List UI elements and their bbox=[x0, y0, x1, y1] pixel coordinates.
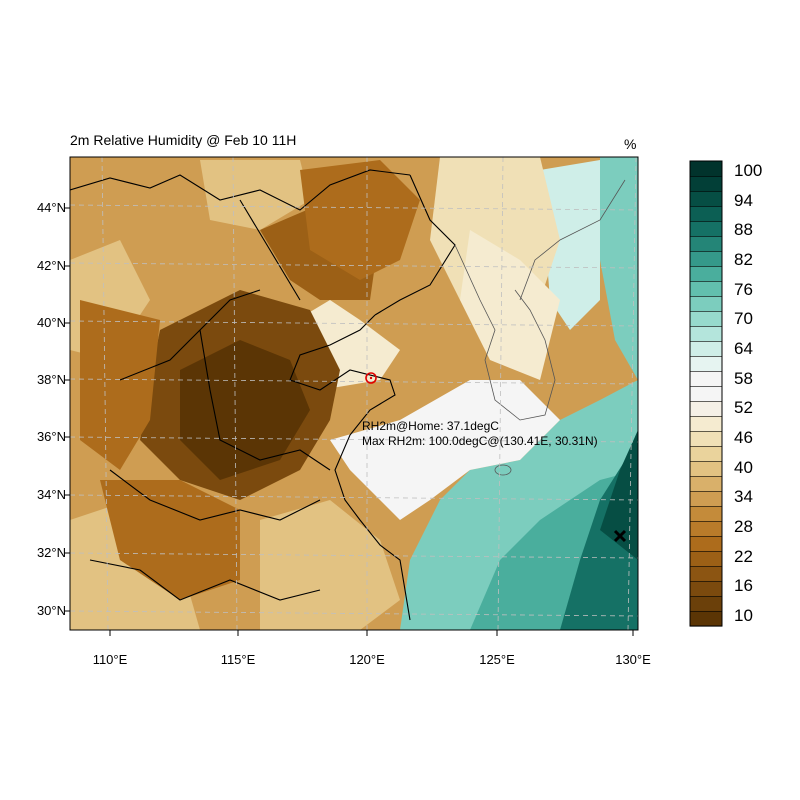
lat-label-44: 44°N bbox=[36, 200, 66, 215]
colorbar-label: 40 bbox=[734, 457, 753, 477]
colorbar-swatch bbox=[689, 235, 723, 252]
colorbar-swatch bbox=[689, 400, 723, 417]
lat-label-30: 30°N bbox=[36, 603, 66, 618]
colorbar-swatch bbox=[689, 445, 723, 462]
lat-label-34: 34°N bbox=[36, 487, 66, 502]
colorbar-label: 52 bbox=[734, 398, 753, 418]
lat-label-40: 40°N bbox=[36, 315, 66, 330]
home-marker bbox=[365, 372, 377, 384]
colorbar-label: 10 bbox=[734, 606, 753, 625]
colorbar-swatch bbox=[689, 175, 723, 192]
colorbar-swatch bbox=[689, 295, 723, 312]
colorbar-swatch bbox=[689, 265, 723, 282]
colorbar-swatch bbox=[689, 460, 723, 477]
colorbar-swatch bbox=[689, 205, 723, 222]
colorbar-label: 64 bbox=[734, 339, 753, 358]
colorbar-swatch bbox=[689, 505, 723, 522]
map-title: 2m Relative Humidity @ Feb 10 11H bbox=[70, 132, 297, 148]
max-value-note: Max RH2m: 100.0degC@(130.41E, 30.31N) bbox=[362, 434, 598, 448]
colorbar-swatch bbox=[689, 520, 723, 537]
colorbar-swatch bbox=[689, 325, 723, 342]
units-label: % bbox=[624, 136, 637, 152]
home-value-note: RH2m@Home: 37.1degC bbox=[362, 419, 499, 433]
colorbar-swatch bbox=[689, 535, 723, 552]
colorbar-swatch bbox=[689, 475, 723, 492]
lon-label-110: 110°E bbox=[92, 652, 128, 667]
colorbar-label: 82 bbox=[734, 250, 753, 269]
colorbar-label: 100 bbox=[734, 161, 763, 180]
plot-frame bbox=[69, 156, 639, 631]
lat-label-38: 38°N bbox=[36, 372, 66, 387]
lat-label-32: 32°N bbox=[36, 545, 66, 560]
colorbar-swatch bbox=[689, 565, 723, 582]
colorbar-swatch bbox=[689, 415, 723, 432]
colorbar-swatch bbox=[689, 430, 723, 447]
colorbar-label: 22 bbox=[734, 546, 753, 566]
lon-label-120: 120°E bbox=[349, 652, 385, 667]
humidity-field bbox=[70, 157, 638, 630]
colorbar-frame bbox=[689, 160, 723, 627]
colorbar-label: 34 bbox=[734, 487, 753, 507]
lon-label-115: 115°E bbox=[220, 652, 256, 667]
colorbar-swatch bbox=[689, 580, 723, 597]
lon-label-125: 125°E bbox=[479, 652, 515, 667]
colorbar-swatch bbox=[689, 595, 723, 612]
colorbar-label: 16 bbox=[734, 576, 753, 596]
colorbar-label: 94 bbox=[734, 190, 753, 210]
colorbar-label: 46 bbox=[734, 428, 753, 447]
colorbar-label: 58 bbox=[734, 368, 753, 388]
colorbar-swatch bbox=[689, 160, 723, 177]
max-marker bbox=[613, 529, 627, 543]
colorbar-label: 76 bbox=[734, 279, 753, 299]
lat-label-42: 42°N bbox=[36, 258, 66, 273]
colorbar-swatch bbox=[689, 385, 723, 402]
colorbar-swatch bbox=[689, 310, 723, 327]
colorbar-swatch bbox=[689, 610, 723, 627]
colorbar-swatch bbox=[689, 490, 723, 507]
colorbar-swatch bbox=[689, 340, 723, 357]
colorbar-swatch bbox=[689, 220, 723, 237]
colorbar-swatch bbox=[689, 370, 723, 387]
lon-label-130: 130°E bbox=[615, 652, 651, 667]
colorbar-label: 28 bbox=[734, 517, 753, 536]
colorbar-label: 88 bbox=[734, 220, 753, 240]
colorbar bbox=[689, 160, 723, 627]
colorbar-swatch bbox=[689, 280, 723, 297]
lat-label-36: 36°N bbox=[36, 429, 66, 444]
colorbar-swatch bbox=[689, 190, 723, 207]
colorbar-label: 70 bbox=[734, 309, 753, 329]
colorbar-swatch bbox=[689, 250, 723, 267]
colorbar-swatch bbox=[689, 355, 723, 372]
axis-ticks bbox=[64, 207, 634, 636]
colorbar-swatch bbox=[689, 550, 723, 567]
